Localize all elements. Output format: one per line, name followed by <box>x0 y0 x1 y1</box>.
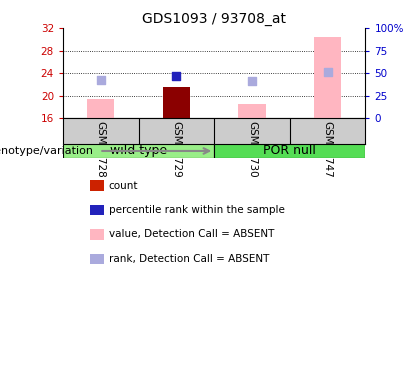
Title: GDS1093 / 93708_at: GDS1093 / 93708_at <box>142 12 286 26</box>
Text: GSM24729: GSM24729 <box>171 122 181 178</box>
Point <box>249 78 255 84</box>
Text: rank, Detection Call = ABSENT: rank, Detection Call = ABSENT <box>109 254 269 264</box>
Text: GSM24747: GSM24747 <box>323 122 333 178</box>
Bar <box>63 144 214 158</box>
Bar <box>87 99 114 118</box>
Text: value, Detection Call = ABSENT: value, Detection Call = ABSENT <box>109 230 274 239</box>
Bar <box>314 37 341 118</box>
Bar <box>239 104 265 118</box>
Text: count: count <box>109 181 138 190</box>
Text: wild type: wild type <box>110 144 167 158</box>
Bar <box>214 144 365 158</box>
Text: GSM24730: GSM24730 <box>247 122 257 178</box>
Text: percentile rank within the sample: percentile rank within the sample <box>109 205 285 215</box>
Text: genotype/variation: genotype/variation <box>0 146 93 156</box>
Text: POR null: POR null <box>263 144 316 158</box>
Bar <box>163 87 190 118</box>
Point <box>97 77 104 83</box>
Text: GSM24728: GSM24728 <box>96 122 106 178</box>
Point <box>173 73 180 79</box>
Point <box>324 69 331 75</box>
